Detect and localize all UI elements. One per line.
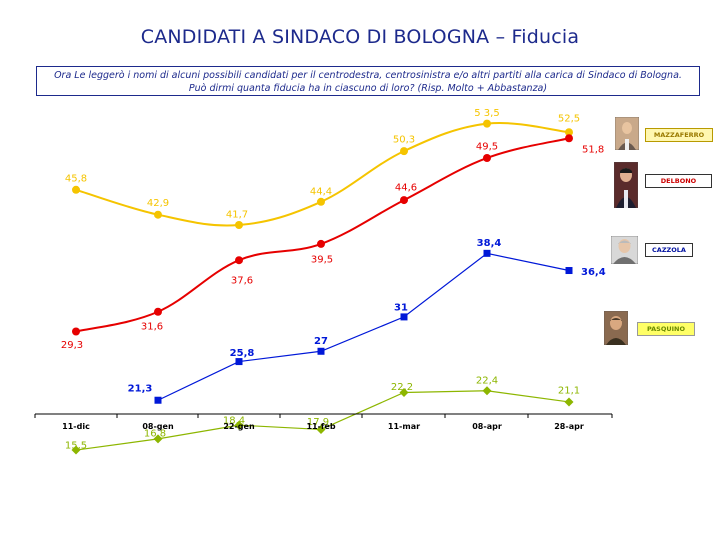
series-markers xyxy=(71,119,574,455)
delbono-data-label: 39,5 xyxy=(311,254,333,265)
x-tick-label: 08-apr xyxy=(472,422,502,431)
cazzola-point xyxy=(400,313,408,321)
cazzola-data-label: 25,8 xyxy=(230,348,255,359)
chart-title: CANDIDATI A SINDACO DI BOLOGNA – Fiducia xyxy=(140,26,580,48)
cazzola-point xyxy=(317,347,325,355)
mazzaferro-point xyxy=(317,197,325,206)
pasquino-point xyxy=(564,397,574,407)
cazzola-data-label: 38,4 xyxy=(477,238,502,249)
mazzaferro-point xyxy=(483,119,491,128)
delbono-data-label: 44,6 xyxy=(395,183,417,194)
delbono-data-label: 49,5 xyxy=(476,141,498,152)
cazzola-data-label: 27 xyxy=(314,336,328,347)
x-tick-label: 11-dic xyxy=(62,422,90,431)
pasquino-photo xyxy=(604,311,628,345)
data-labels: 45,8 42,9 41,7 44,4 50,3 5 3,5 52,5 29,3 31,6 37,… xyxy=(61,108,606,451)
x-tick-label: 08-gen xyxy=(142,422,174,431)
mazzaferro-data-label: 42,9 xyxy=(147,198,169,209)
x-axis: 11-dic 08-gen 22-gen 11-feb 11-mar 08-apr 28-a… xyxy=(34,413,613,431)
pasquino-point xyxy=(399,388,409,398)
mazzaferro-data-label: 41,7 xyxy=(226,209,248,220)
mazzaferro-photo xyxy=(615,117,639,150)
cazzola-point xyxy=(235,358,243,366)
legend-label-delbono: DELBONO xyxy=(645,174,712,188)
delbono-line xyxy=(75,137,570,333)
legend-label-mazzaferro: MAZZAFERRO xyxy=(645,128,713,142)
series-lines xyxy=(75,122,570,451)
mazzaferro-data-label: 5 3,5 xyxy=(474,108,499,119)
cazzola-data-label: 31 xyxy=(394,302,408,313)
pasquino-data-label: 22,2 xyxy=(391,382,413,393)
delbono-point xyxy=(565,134,573,143)
cazzola-point xyxy=(483,249,491,257)
mazzaferro-point xyxy=(72,185,80,194)
cazzola-line xyxy=(157,252,570,401)
x-tick-label: 11-mar xyxy=(388,422,420,431)
delbono-point xyxy=(72,327,80,336)
pasquino-point xyxy=(482,386,492,396)
delbono-data-label: 29,3 xyxy=(61,340,83,351)
cazzola-data-label: 21,3 xyxy=(128,384,153,395)
pasquino-data-label: 18,4 xyxy=(223,416,245,427)
cazzola-point xyxy=(565,267,573,275)
delbono-point xyxy=(235,256,243,265)
cazzola-point xyxy=(154,396,162,404)
mazzaferro-point xyxy=(400,147,408,156)
delbono-data-label: 37,6 xyxy=(231,276,253,287)
delbono-data-label: 31,6 xyxy=(141,321,163,332)
pasquino-data-label: 16,8 xyxy=(144,428,166,439)
pasquino-point xyxy=(234,420,244,430)
pasquino-data-label: 15,5 xyxy=(65,441,87,452)
delbono-point xyxy=(317,239,325,248)
mazzaferro-data-label: 50,3 xyxy=(393,135,415,146)
pasquino-data-label: 21,1 xyxy=(558,385,580,396)
delbono-point xyxy=(400,196,408,205)
question-text: Ora Le leggerò i nomi di alcuni possibil… xyxy=(36,66,700,96)
mazzaferro-point xyxy=(565,128,573,137)
legend-label-cazzola: CAZZOLA xyxy=(645,243,693,257)
cazzola-photo xyxy=(611,236,638,264)
pasquino-data-label: 17,9 xyxy=(307,417,329,428)
mazzaferro-data-label: 44,4 xyxy=(310,186,332,197)
x-tick-label: 22-gen xyxy=(223,422,255,431)
pasquino-data-label: 22,4 xyxy=(476,375,498,386)
delbono-point xyxy=(154,307,162,316)
mazzaferro-data-label: 52,5 xyxy=(558,114,580,125)
mazzaferro-point xyxy=(154,210,162,219)
delbono-data-label: 51,8 xyxy=(582,145,604,156)
legend-label-pasquino: PASQUINO xyxy=(637,322,695,336)
pasquino-point xyxy=(71,445,81,455)
cazzola-data-label: 36,4 xyxy=(581,267,606,278)
pasquino-point xyxy=(316,424,326,434)
delbono-photo xyxy=(614,162,638,208)
delbono-point xyxy=(483,153,491,162)
pasquino-point xyxy=(153,434,163,444)
mazzaferro-data-label: 45,8 xyxy=(65,173,87,184)
x-tick-label: 11-feb xyxy=(306,422,335,431)
mazzaferro-point xyxy=(235,220,243,229)
mazzaferro-line xyxy=(75,122,570,227)
x-tick-label: 28-apr xyxy=(554,422,584,431)
